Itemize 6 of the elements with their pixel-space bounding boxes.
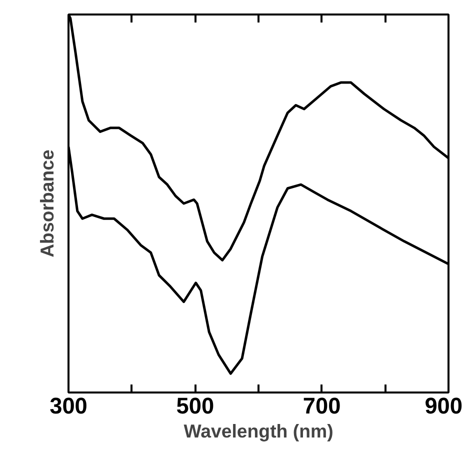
y-axis-title: Absorbance [36,150,58,258]
x-axis-title: Wavelength (nm) [184,420,334,442]
x-tick-label: 700 [302,392,341,418]
x-tick-label: 300 [50,392,88,418]
x-tick-label: 500 [176,392,214,418]
x-tick-label: 900 [424,392,462,418]
